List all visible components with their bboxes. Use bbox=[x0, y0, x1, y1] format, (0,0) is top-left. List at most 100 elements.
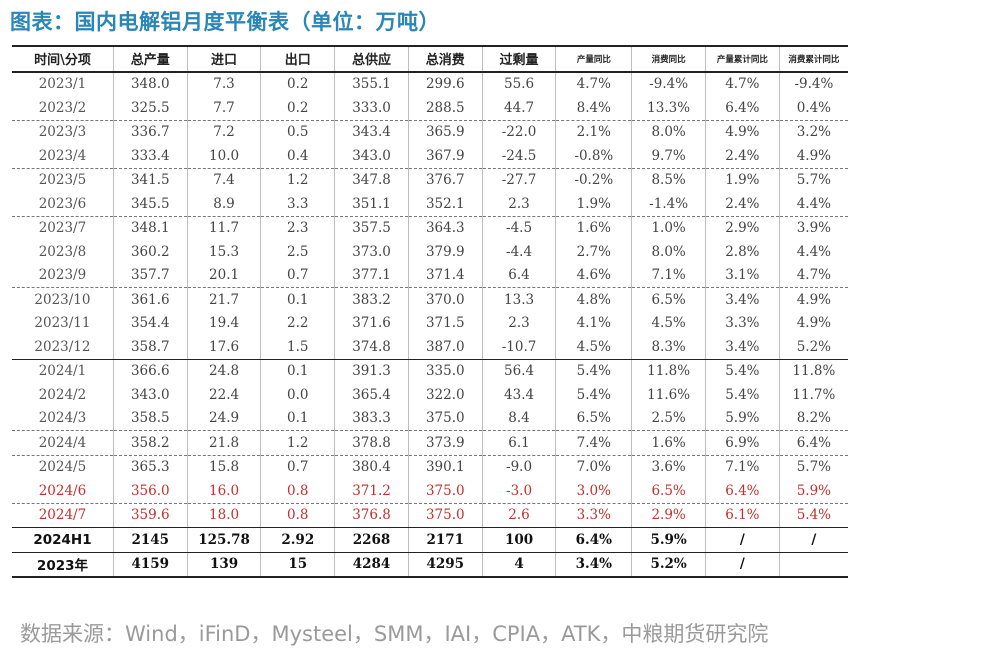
table-cell: 8.4 bbox=[481, 406, 557, 431]
page-title: 图表：国内电解铝月度平衡表（单位：万吨） bbox=[10, 10, 440, 34]
table-cell: 390.1 bbox=[407, 455, 483, 479]
table-cell: 3.4% bbox=[704, 287, 780, 312]
table-cell: 4.4% bbox=[778, 240, 848, 264]
row-label-cell: 2023/9 bbox=[12, 263, 114, 288]
table-cell: 4.9% bbox=[704, 120, 780, 144]
table-cell: 8.5% bbox=[631, 168, 706, 192]
table-cell: 21.7 bbox=[186, 287, 262, 312]
table-row: 2023年 4159 139 15 4284 4295 4 3.4% 5.2% / bbox=[12, 552, 848, 578]
table-cell: 9.7% bbox=[631, 144, 706, 169]
table-cell: 288.5 bbox=[407, 96, 483, 121]
table-cell: 357.5 bbox=[334, 216, 409, 240]
table-cell: 373.0 bbox=[334, 240, 409, 264]
table-cell: 367.9 bbox=[407, 144, 483, 169]
row-label-cell: 2024/5 bbox=[12, 455, 114, 479]
row-label-cell: 2024H1 bbox=[12, 527, 114, 553]
table-row: 2024H1 2145 125.78 2.92 2268 2171 100 6.4% 5.9% /… bbox=[12, 527, 848, 553]
table-cell: 0.2 bbox=[260, 71, 336, 96]
table-cell: 6.5% bbox=[555, 406, 633, 431]
table-cell: 5.7% bbox=[778, 168, 848, 192]
table-cell: 7.4% bbox=[555, 430, 633, 456]
table-cell: 0.4 bbox=[260, 144, 336, 169]
table-cell: 4.7% bbox=[778, 263, 848, 288]
row-label-cell: 2023年 bbox=[12, 552, 114, 578]
table-row: 2024/6 356.0 16.0 0.8 371.2 375.0 -3.0 3.0% 6.5%… bbox=[12, 479, 848, 504]
row-label-cell: 2024/3 bbox=[12, 406, 114, 431]
table-cell: 365.4 bbox=[334, 383, 409, 407]
table-cell: 4.5% bbox=[631, 311, 706, 335]
table-row: 2024/3 358.5 24.9 0.1 383.3 375.0 8.4 6.5% 2.5% 5… bbox=[12, 406, 848, 431]
table-cell: 3.4% bbox=[704, 335, 780, 360]
table-cell: 0.8 bbox=[260, 479, 336, 504]
table-cell: 1.9% bbox=[704, 168, 780, 192]
table-cell: 20.1 bbox=[186, 263, 262, 288]
table-cell: 3.9% bbox=[778, 216, 848, 240]
table-cell: 361.6 bbox=[112, 287, 188, 312]
table-row: 2023/4 333.4 10.0 0.4 343.0 367.9 -24.5 -0.8% 9.… bbox=[12, 144, 848, 169]
table-cell: 22.4 bbox=[186, 383, 262, 407]
table-cell: 365.9 bbox=[407, 120, 483, 144]
table-cell: 5.4% bbox=[704, 383, 780, 407]
table-cell: 55.6 bbox=[481, 71, 557, 96]
table-cell: 343.4 bbox=[334, 120, 409, 144]
row-label-cell: 2024/1 bbox=[12, 359, 114, 383]
table-cell: 360.2 bbox=[112, 240, 188, 264]
table-cell: 8.3% bbox=[631, 335, 706, 360]
table-cell: 351.1 bbox=[334, 192, 409, 217]
table-body: 2023/1 348.0 7.3 0.2 355.1 299.6 55.6 4.7% -9.4%… bbox=[12, 71, 848, 578]
table-cell: 299.6 bbox=[407, 71, 483, 96]
row-label-cell: 2024/2 bbox=[12, 383, 114, 407]
table-cell: 4.9% bbox=[778, 287, 848, 312]
row-label-cell: 2023/4 bbox=[12, 144, 114, 169]
table-cell: 379.9 bbox=[407, 240, 483, 264]
table-cell: 2.8% bbox=[704, 240, 780, 264]
table-cell: 2.3 bbox=[481, 192, 557, 217]
table-cell: 343.0 bbox=[112, 383, 188, 407]
table-cell: 0.1 bbox=[260, 287, 336, 312]
table-cell: 17.6 bbox=[186, 335, 262, 360]
table-cell: 2171 bbox=[407, 527, 483, 553]
table-cell: 352.1 bbox=[407, 192, 483, 217]
row-label-cell: 2024/7 bbox=[12, 503, 114, 528]
row-label-cell: 2023/2 bbox=[12, 96, 114, 121]
table-cell: -24.5 bbox=[481, 144, 557, 169]
table-row: 2023/12 358.7 17.6 1.5 374.8 387.0 -10.7 4.5% 8.… bbox=[12, 335, 848, 360]
table-row: 2024/1 366.6 24.8 0.1 391.3 335.0 56.4 5.4% 11.8… bbox=[12, 359, 848, 383]
table-cell: 0.2 bbox=[260, 96, 336, 121]
table-cell: 391.3 bbox=[334, 359, 409, 383]
table-cell: -27.7 bbox=[481, 168, 557, 192]
table-cell: 5.7% bbox=[778, 455, 848, 479]
table-cell: 4.7% bbox=[704, 71, 780, 96]
header-cell: 总产量 bbox=[112, 45, 188, 73]
table-cell: 10.0 bbox=[186, 144, 262, 169]
table-cell: 6.4% bbox=[704, 479, 780, 504]
table-cell: 2.5 bbox=[260, 240, 336, 264]
table-cell: 380.4 bbox=[334, 455, 409, 479]
table-cell: / bbox=[778, 527, 848, 553]
table-cell: 377.1 bbox=[334, 263, 409, 288]
table-cell: 322.0 bbox=[407, 383, 483, 407]
header-cell: 总消费 bbox=[407, 45, 483, 73]
table-cell: 5.2% bbox=[778, 335, 848, 360]
table-cell: 2.3 bbox=[481, 311, 557, 335]
table-cell: 358.7 bbox=[112, 335, 188, 360]
table-cell: 11.8% bbox=[631, 359, 706, 383]
table-cell: -3.0 bbox=[481, 479, 557, 504]
table-cell: -0.2% bbox=[555, 168, 633, 192]
table-cell: 357.7 bbox=[112, 263, 188, 288]
table-cell: 8.9 bbox=[186, 192, 262, 217]
table-cell: 8.4% bbox=[555, 96, 633, 121]
table-cell: 2.7% bbox=[555, 240, 633, 264]
table-cell: 2268 bbox=[334, 527, 409, 553]
table-cell: 383.3 bbox=[334, 406, 409, 431]
table-cell: 15.3 bbox=[186, 240, 262, 264]
table-cell: 375.0 bbox=[407, 406, 483, 431]
table-cell: 2.5% bbox=[631, 406, 706, 431]
table-cell: 358.5 bbox=[112, 406, 188, 431]
table-row: 2023/3 336.7 7.2 0.5 343.4 365.9 -22.0 2.1% 8.0%… bbox=[12, 120, 848, 144]
table-cell: 2.2 bbox=[260, 311, 336, 335]
row-label-cell: 2023/5 bbox=[12, 168, 114, 192]
table-cell: 7.1% bbox=[704, 455, 780, 479]
table-cell: 1.6% bbox=[631, 430, 706, 456]
table-cell: 1.2 bbox=[260, 430, 336, 456]
